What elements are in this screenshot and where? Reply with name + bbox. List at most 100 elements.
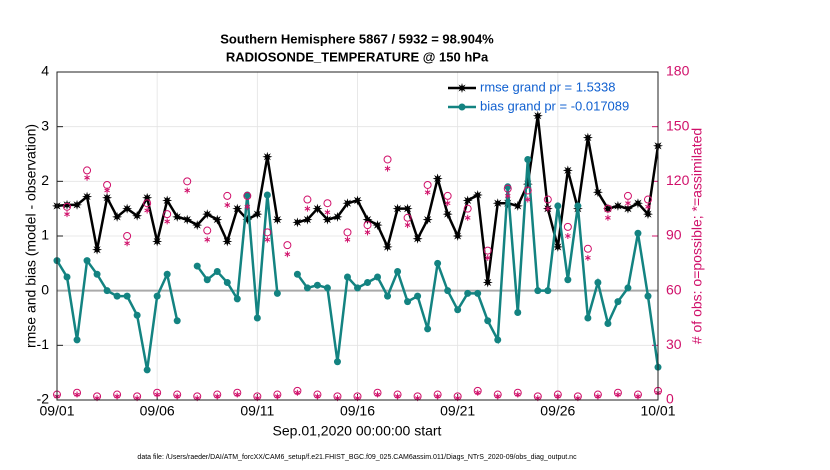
marker xyxy=(464,214,471,221)
marker xyxy=(232,203,243,214)
marker xyxy=(102,192,113,203)
marker xyxy=(543,195,552,204)
marker xyxy=(364,278,372,286)
marker xyxy=(302,214,313,225)
marker xyxy=(432,173,443,184)
marker xyxy=(203,226,212,235)
marker xyxy=(403,213,412,222)
marker xyxy=(123,292,131,300)
marker xyxy=(503,184,512,193)
marker xyxy=(234,391,241,398)
marker xyxy=(263,191,271,199)
marker xyxy=(562,165,573,176)
marker xyxy=(605,214,611,221)
marker xyxy=(153,292,161,300)
marker xyxy=(443,191,452,200)
x-tick-label: 09/11 xyxy=(240,403,274,419)
marker xyxy=(494,336,502,344)
marker xyxy=(104,187,110,194)
y-tick-label: 3 xyxy=(41,117,49,133)
y-tick-label: -1 xyxy=(37,336,50,352)
marker xyxy=(483,246,492,255)
marker xyxy=(574,202,582,210)
marker xyxy=(632,198,643,209)
x-tick-label: 09/26 xyxy=(540,403,575,419)
marker xyxy=(143,199,152,208)
y-tick-label: 4 xyxy=(41,63,49,79)
marker xyxy=(514,309,522,317)
marker xyxy=(213,268,221,276)
marker xyxy=(143,366,151,374)
marker xyxy=(594,278,602,286)
marker xyxy=(322,214,333,225)
marker xyxy=(615,391,621,398)
marker xyxy=(512,200,523,211)
marker xyxy=(364,229,371,236)
marker xyxy=(384,165,391,172)
legend-label: rmse grand pr = 1.5338 xyxy=(480,79,616,94)
marker xyxy=(362,214,373,225)
marker xyxy=(183,177,192,186)
x-tick-label: 09/21 xyxy=(440,403,475,419)
marker xyxy=(492,198,503,209)
marker xyxy=(625,200,631,207)
marker xyxy=(343,273,351,281)
marker xyxy=(292,217,303,228)
marker xyxy=(253,314,261,322)
marker xyxy=(224,202,231,209)
marker xyxy=(162,195,173,206)
marker xyxy=(262,151,273,162)
marker xyxy=(114,393,120,400)
marker xyxy=(554,202,562,210)
marker xyxy=(544,287,552,295)
marker xyxy=(304,205,311,212)
marker xyxy=(274,393,281,400)
marker xyxy=(623,191,632,200)
marker xyxy=(404,298,412,306)
marker xyxy=(394,393,401,400)
marker xyxy=(454,306,462,314)
marker xyxy=(474,289,482,297)
marker xyxy=(612,200,623,211)
marker xyxy=(382,241,393,252)
marker xyxy=(124,240,130,247)
marker xyxy=(272,214,283,225)
marker xyxy=(514,391,521,398)
y-tick-label: 1 xyxy=(41,227,49,243)
marker xyxy=(504,192,511,199)
marker xyxy=(83,257,91,265)
marker xyxy=(73,336,81,344)
marker xyxy=(163,210,172,219)
marker xyxy=(592,187,603,198)
x-tick-label: 09/06 xyxy=(140,403,175,419)
marker xyxy=(123,232,132,240)
marker xyxy=(344,236,351,243)
marker xyxy=(424,325,432,333)
y2-tick-label: 90 xyxy=(666,227,682,243)
chart-subtitle: RADIOSONDE_TEMPERATURE @ 150 hPa xyxy=(226,49,489,64)
marker xyxy=(273,289,281,297)
x-axis-label: Sep.01,2020 00:00:00 start xyxy=(273,423,442,439)
y-tick-label: -2 xyxy=(37,391,50,407)
y-axis-label: rmse and bias (model - observation) xyxy=(23,124,39,348)
marker xyxy=(214,393,221,400)
marker xyxy=(643,195,652,204)
x-tick-label: 09/01 xyxy=(39,403,74,419)
marker xyxy=(263,228,272,237)
marker xyxy=(462,195,473,206)
marker xyxy=(203,276,211,284)
marker xyxy=(323,284,331,292)
marker xyxy=(93,270,101,278)
y2-tick-label: 0 xyxy=(666,391,674,407)
marker xyxy=(323,199,332,208)
marker xyxy=(582,132,593,143)
marker xyxy=(383,155,392,164)
marker xyxy=(434,393,441,400)
marker xyxy=(264,236,271,243)
marker xyxy=(374,273,382,281)
marker xyxy=(458,103,466,111)
marker xyxy=(62,199,73,210)
marker xyxy=(112,211,123,222)
marker xyxy=(223,191,232,200)
